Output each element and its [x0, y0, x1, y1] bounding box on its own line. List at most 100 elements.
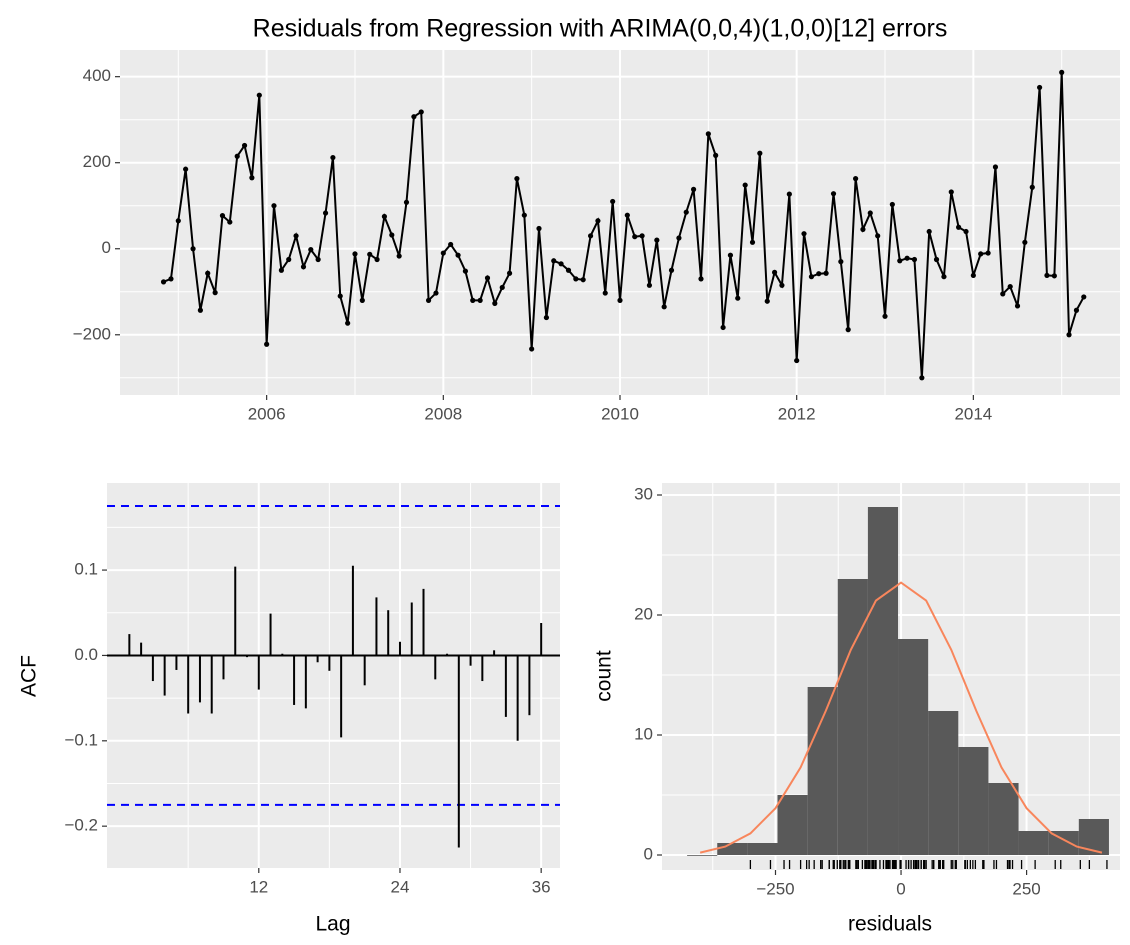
point	[190, 246, 196, 252]
point	[514, 176, 520, 182]
point	[985, 250, 991, 256]
point	[757, 150, 763, 156]
point	[1081, 294, 1087, 300]
point	[992, 164, 999, 170]
point	[448, 241, 454, 248]
point	[617, 297, 623, 303]
x-tick-label: 2008	[424, 404, 462, 423]
plot-background	[107, 483, 560, 868]
point	[595, 218, 601, 224]
point	[418, 109, 424, 115]
point	[676, 235, 682, 241]
point	[882, 313, 888, 319]
point	[315, 256, 321, 263]
y-tick-label: 0	[644, 844, 653, 863]
x-tick-label: 2010	[601, 404, 639, 423]
point	[411, 114, 417, 120]
x-tick-label: 2006	[248, 404, 286, 423]
x-tick-label: 24	[391, 877, 410, 896]
y-tick-label: 0	[102, 238, 111, 257]
point	[911, 256, 918, 263]
point	[875, 233, 881, 239]
y-tick-label: 0.0	[74, 645, 98, 664]
point	[536, 225, 542, 232]
density-curve	[699, 581, 1103, 854]
point	[698, 276, 704, 282]
point	[970, 272, 976, 279]
point	[749, 239, 756, 245]
point	[771, 269, 778, 276]
point	[808, 274, 815, 280]
bar	[867, 507, 899, 855]
point	[286, 256, 292, 263]
point	[956, 224, 962, 230]
point	[720, 324, 726, 331]
point	[786, 191, 792, 197]
point	[639, 233, 645, 239]
point	[367, 251, 373, 257]
point	[587, 233, 594, 239]
point	[293, 233, 299, 239]
point	[256, 92, 262, 98]
bar	[687, 855, 718, 856]
bar	[807, 687, 838, 855]
x-axis-title: Lag	[315, 913, 350, 936]
point	[1037, 84, 1043, 91]
point	[816, 271, 822, 277]
y-axis-title: count	[593, 650, 616, 702]
point	[425, 297, 432, 303]
bar	[777, 795, 808, 855]
point	[455, 252, 461, 258]
point	[713, 152, 719, 158]
point	[264, 341, 270, 347]
point	[845, 327, 851, 333]
point	[462, 268, 469, 274]
point	[1051, 273, 1057, 279]
point	[794, 357, 800, 364]
point	[926, 228, 932, 235]
bar	[1018, 831, 1049, 855]
x-tick-label: 36	[532, 877, 551, 896]
bar	[928, 711, 959, 855]
point	[345, 320, 351, 326]
point	[838, 259, 844, 265]
point	[941, 274, 947, 280]
point	[330, 154, 336, 161]
point	[683, 209, 689, 215]
y-tick-label: 200	[83, 152, 111, 171]
bar	[898, 639, 929, 855]
x-axis-title: residuals	[848, 913, 932, 936]
point	[978, 251, 984, 257]
point	[352, 251, 358, 257]
x-tick-label: 0	[896, 879, 905, 898]
point	[764, 298, 770, 304]
point	[690, 186, 697, 192]
point	[219, 213, 226, 219]
y-axis-title: ACF	[18, 655, 41, 697]
point	[249, 175, 255, 181]
point	[492, 300, 498, 306]
point	[381, 213, 387, 220]
point	[521, 212, 527, 218]
point	[963, 228, 969, 235]
point	[389, 232, 395, 238]
point	[904, 255, 910, 261]
y-tick-label: 10	[634, 724, 653, 743]
point	[933, 256, 940, 263]
point	[919, 375, 925, 381]
x-tick-label: 2012	[778, 404, 816, 423]
y-tick-label: −200	[73, 324, 111, 343]
point	[580, 277, 586, 283]
bar	[958, 747, 989, 855]
point	[470, 297, 476, 303]
point	[1022, 239, 1028, 245]
point	[889, 201, 895, 208]
point	[499, 284, 505, 291]
point	[830, 191, 837, 197]
point	[1059, 69, 1065, 75]
point	[477, 297, 483, 303]
point	[278, 267, 284, 273]
point	[610, 198, 616, 205]
point	[396, 253, 402, 259]
point	[234, 153, 240, 159]
